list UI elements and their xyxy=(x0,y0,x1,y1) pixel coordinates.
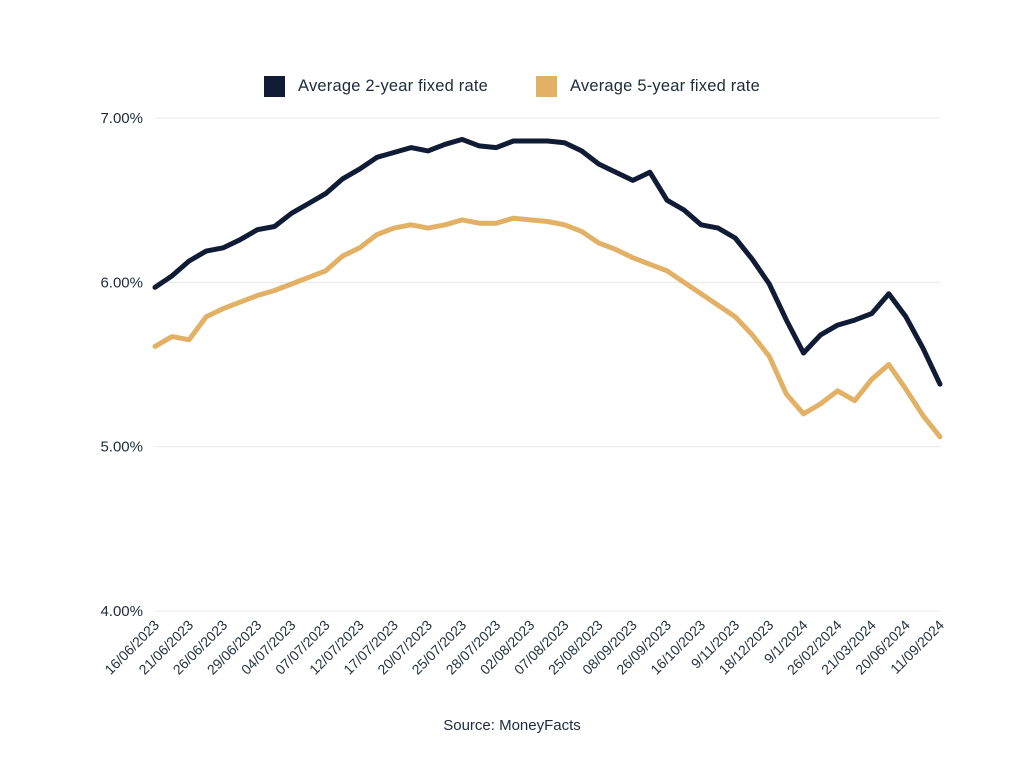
series-line-2yr xyxy=(152,136,943,387)
y-tick-label: 7.00% xyxy=(100,110,143,127)
legend-swatch-2yr xyxy=(264,76,286,97)
y-tick-label: 6.00% xyxy=(100,274,143,291)
legend-item-2yr: Average 2-year fixed rate xyxy=(264,76,488,97)
legend-label-5yr: Average 5-year fixed rate xyxy=(570,77,760,95)
legend-label-2yr: Average 2-year fixed rate xyxy=(298,77,488,95)
source-note: Source: MoneyFacts xyxy=(443,717,581,734)
y-tick-label: 4.00% xyxy=(100,603,143,620)
legend-item-5yr: Average 5-year fixed rate xyxy=(536,76,760,97)
series-line-5yr xyxy=(152,215,943,440)
chart-legend: Average 2-year fixed rate Average 5-year… xyxy=(0,76,1024,97)
y-tick-label: 5.00% xyxy=(100,439,143,456)
legend-swatch-5yr xyxy=(536,76,557,97)
